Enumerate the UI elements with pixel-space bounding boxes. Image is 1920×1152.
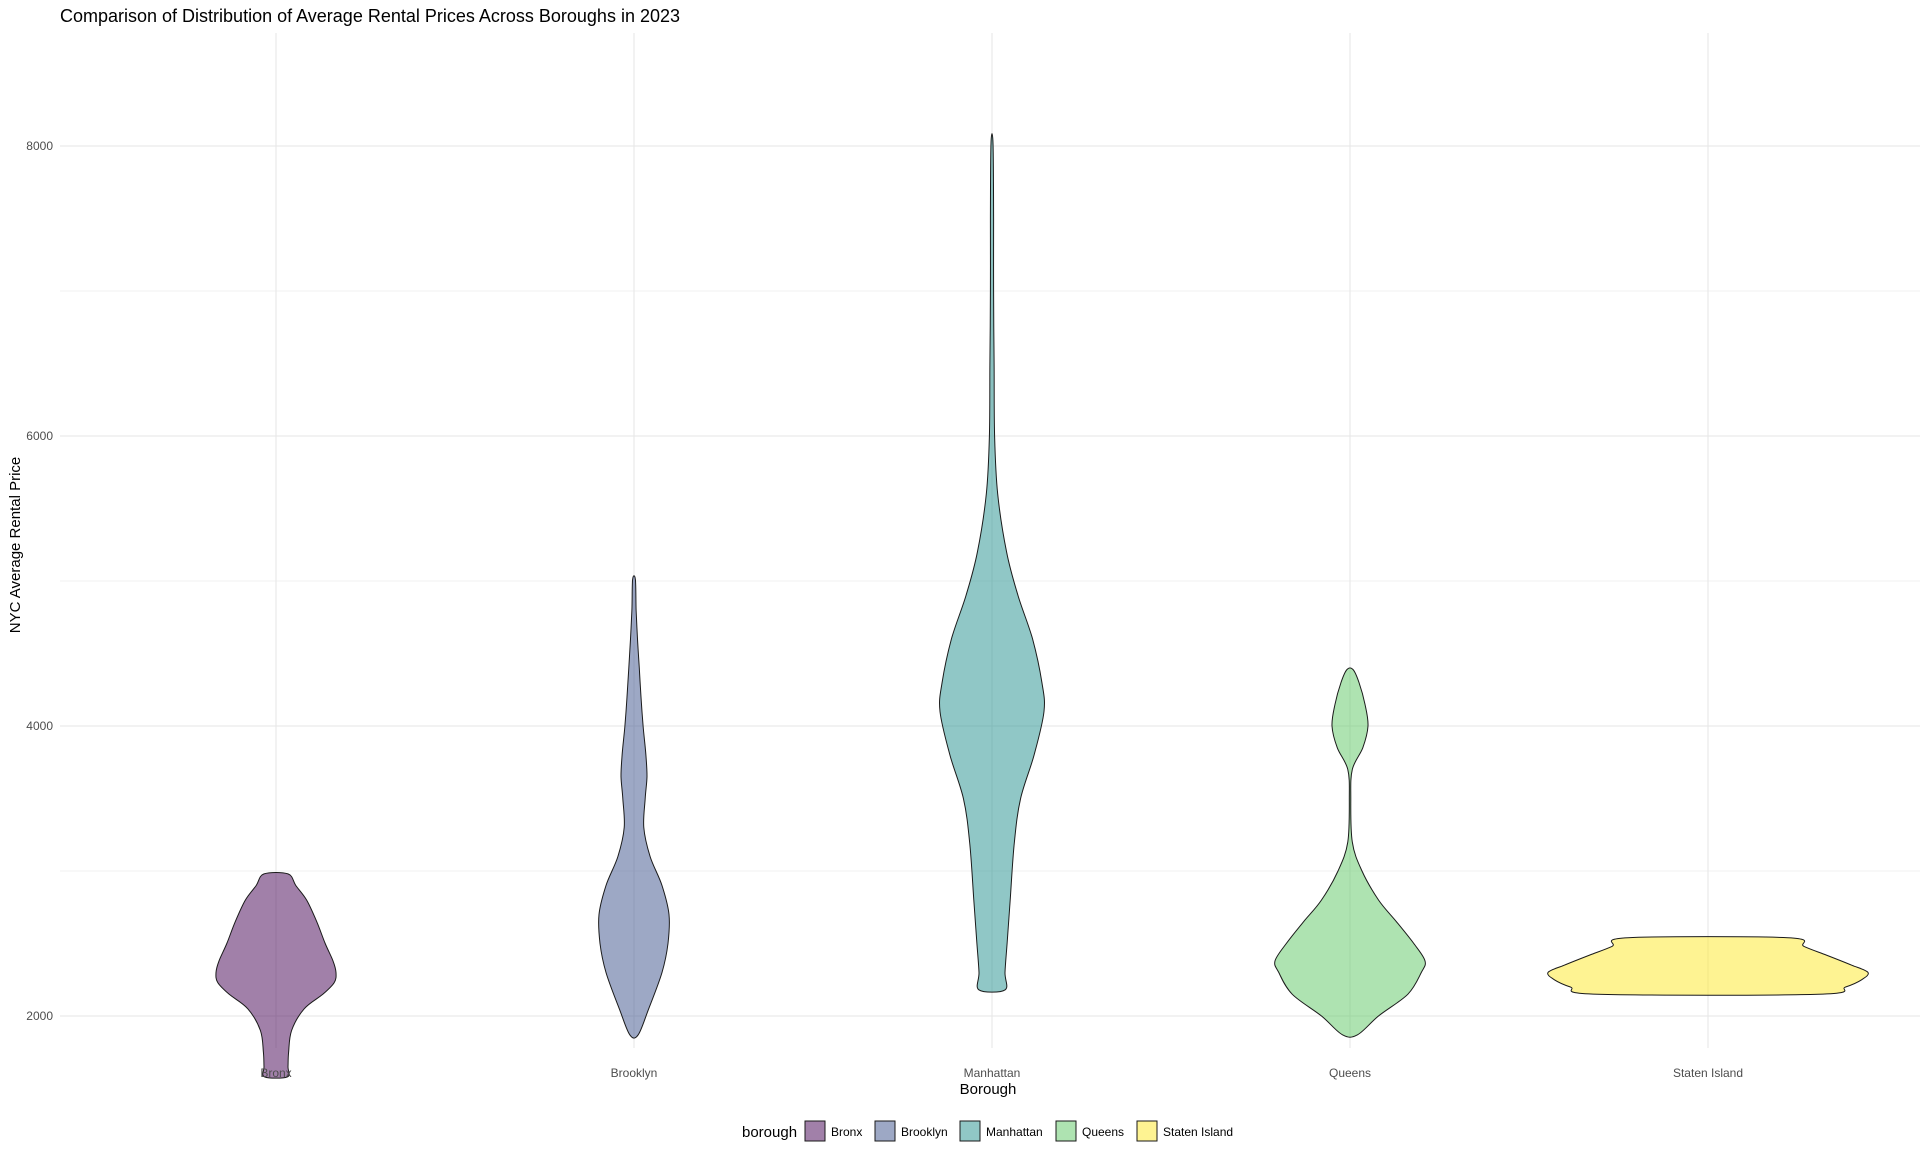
legend-item: Bronx	[804, 1120, 862, 1142]
legend-item: Staten Island	[1136, 1120, 1233, 1142]
legend-swatch	[804, 1120, 826, 1142]
y-tick-label: 4000	[26, 719, 53, 733]
x-tick-label: Brooklyn	[611, 1066, 658, 1080]
y-tick-label: 2000	[26, 1009, 53, 1023]
legend-label: Brooklyn	[901, 1125, 948, 1139]
legend-item: Brooklyn	[874, 1120, 948, 1142]
legend-label: Staten Island	[1163, 1125, 1233, 1139]
x-axis-title: Borough	[960, 1081, 1017, 1098]
violins	[215, 133, 1869, 1079]
violin-manhattan	[939, 133, 1045, 993]
legend-label: Bronx	[831, 1125, 862, 1139]
legend-title: borough	[742, 1124, 797, 1141]
x-tick-label: Queens	[1329, 1066, 1371, 1080]
legend-label: Queens	[1082, 1125, 1124, 1139]
legend: borough Bronx Brooklyn Manhattan Queens Stat…	[742, 1120, 1233, 1142]
y-axis-title: NYC Average Rental Price	[7, 457, 24, 633]
x-tick-label: Staten Island	[1673, 1066, 1743, 1080]
legend-swatch	[1055, 1120, 1077, 1142]
legend-swatch	[1136, 1120, 1158, 1142]
y-tick-labels: 2000 4000 6000 8000	[26, 139, 53, 1023]
y-tick-label: 8000	[26, 139, 53, 153]
legend-item: Manhattan	[959, 1120, 1043, 1142]
legend-label: Manhattan	[986, 1125, 1043, 1139]
violin-queens	[1274, 667, 1426, 1038]
legend-swatch	[959, 1120, 981, 1142]
legend-item: Queens	[1055, 1120, 1124, 1142]
x-tick-label: Bronx	[260, 1066, 291, 1080]
chart-title: Comparison of Distribution of Average Re…	[60, 6, 680, 26]
violin-bronx	[215, 871, 337, 1079]
y-tick-label: 6000	[26, 429, 53, 443]
violin-staten-island	[1547, 936, 1869, 996]
legend-swatch	[874, 1120, 896, 1142]
x-tick-labels: Bronx Brooklyn Manhattan Queens Staten Islan…	[260, 1066, 1743, 1080]
violin-brooklyn	[598, 575, 670, 1039]
x-tick-label: Manhattan	[964, 1066, 1021, 1080]
